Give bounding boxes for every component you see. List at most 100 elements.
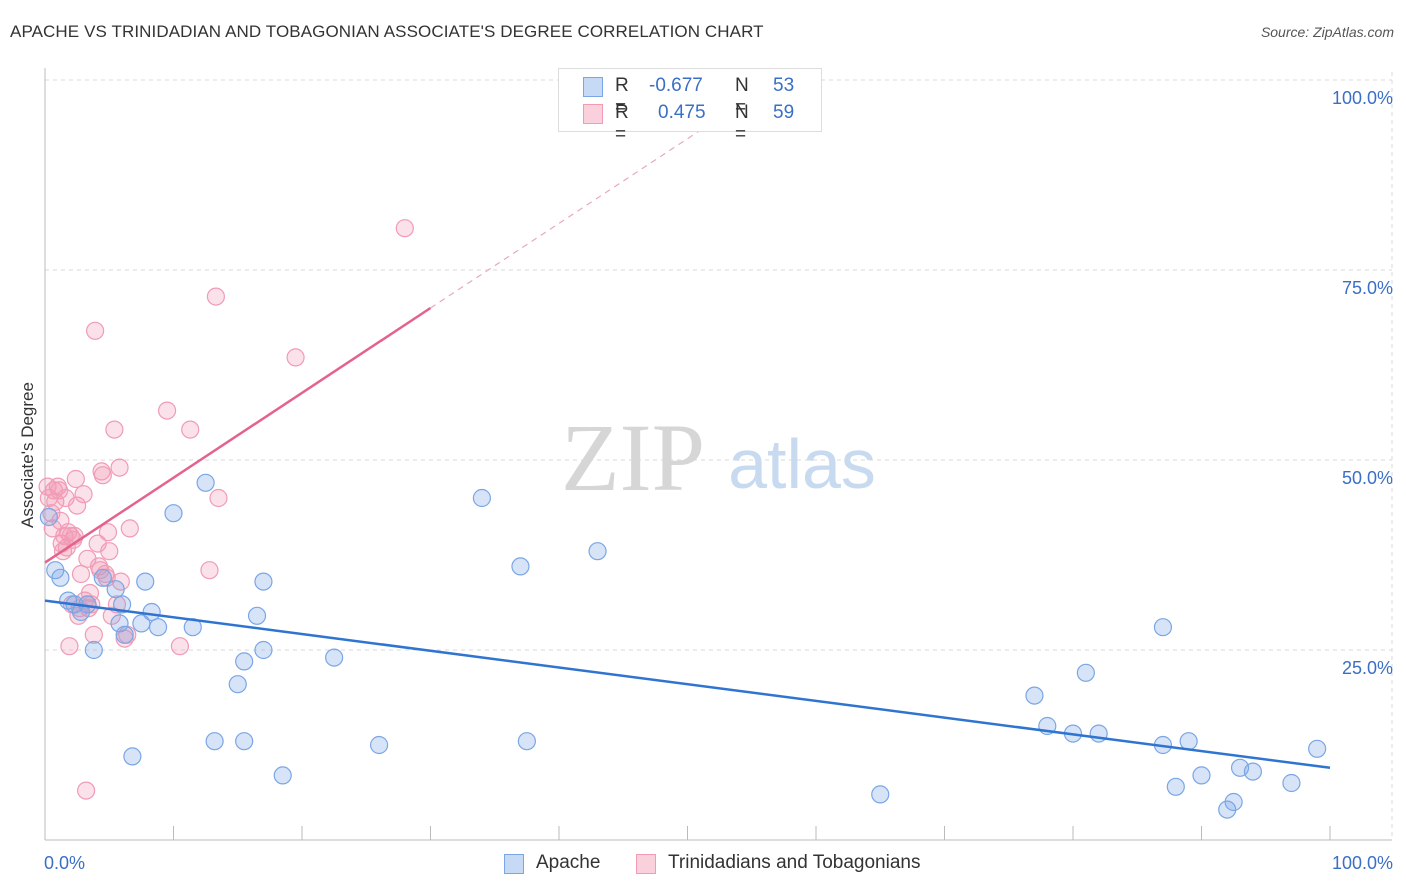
trinidadians-point [206,287,226,306]
trinidadians-point [46,492,65,511]
legend-n-value: 59 [773,102,795,123]
apache-point [254,640,273,660]
apache-point [273,766,292,785]
trinidadians-trend-line [44,306,432,564]
correlation-legend: R = -0.677 N = 53 R = 0.475 N = 59 [558,68,822,145]
watermark-atlas: atlas [728,425,876,503]
apache-point [1218,800,1237,819]
trinidadians-point [60,637,79,656]
y-tick-label: 50.0% [1342,468,1393,488]
apache-point [136,572,155,591]
apache-point [235,732,254,751]
apache-point [517,732,536,751]
trinidadians-point [43,519,62,538]
trinidadians-point [102,606,121,625]
trinidadians-point [66,469,85,489]
legend-r-value: -0.677 [649,75,703,96]
trinidadians-point [395,219,414,238]
apache-point [1166,777,1185,796]
trinidadians-point [286,348,305,367]
y-tick-label: 100.0% [1332,88,1393,108]
apache-point [1179,732,1198,751]
grid-lines [45,72,1393,840]
apache-point [205,732,224,751]
apache-point [106,580,125,599]
y-tick-label: 25.0% [1342,658,1393,678]
chart-source: Source: ZipAtlas.com [1260,24,1394,40]
apache-point [235,652,254,671]
trinidadians-point [105,420,124,439]
trinidadians-point [100,542,119,561]
apache-point [84,640,103,660]
apache-point [71,602,91,622]
watermark-zip: ZIP [561,404,705,511]
apache-point [110,614,129,633]
apache-point [1224,792,1243,812]
apache-point [871,785,890,804]
series-apache-points [39,473,1327,819]
legend-swatch-apache [583,77,603,97]
apache-point [1153,618,1173,637]
trinidadians-point [71,564,91,584]
apache-trend-line [44,599,1331,770]
trinidadians-point [110,458,129,477]
bottom-legend-swatch-trinidadians [636,854,656,874]
bottom-legend-swatch-apache [504,854,524,874]
trinidadians-point [209,488,228,508]
trinidadians-point [89,557,109,576]
chart-title: APACHE VS TRINIDADIAN AND TOBAGONIAN ASS… [10,22,764,41]
apache-point [93,568,112,587]
apache-point [228,675,247,694]
apache-point [1282,773,1301,793]
bottom-legend-label-apache: Apache [536,852,601,873]
apache-point [1243,762,1263,781]
apache-point [1308,739,1327,758]
bottom-legend-label-trinidadians: Trinidadians and Tobagonians [668,852,921,873]
trinidadians-point [93,466,112,485]
apache-point [588,542,607,561]
apache-point [325,648,344,667]
y-axis-label: Associate's Degree [18,382,37,528]
trinidadians-point [74,485,93,504]
legend-n-value: 53 [773,75,795,96]
series-trinidadians-points [38,219,414,800]
apache-point [112,595,132,614]
trinidadians-trend-extension [430,121,714,309]
apache-point [511,557,530,576]
trinidadians-point [170,637,190,656]
trend-lines [44,121,1331,770]
apache-point [123,747,142,766]
x-tick-label: 100.0% [1332,853,1393,873]
y-tick-label: 75.0% [1342,278,1393,298]
legend-r-value: 0.475 [658,102,706,123]
trinidadians-point [120,519,139,538]
apache-point [1025,686,1044,705]
trinidadians-point [86,321,105,340]
apache-point [370,735,389,755]
trinidadians-point [181,420,200,439]
apache-point [254,572,273,591]
apache-point [148,618,168,637]
legend-n-label: N = [735,75,749,118]
legend-r-label: R = [615,102,629,145]
x-tick-label: 0.0% [44,853,85,873]
trinidadians-point [157,401,177,420]
apache-point [196,473,215,492]
trinidadians-point [77,781,96,800]
apache-point [142,602,161,622]
legend-n-label: N = [735,102,749,145]
legend-swatch-trinidadians [583,104,603,124]
trinidadians-point [84,625,103,644]
apache-point [51,568,70,587]
trinidadians-point [50,481,69,500]
apache-point [472,488,491,508]
trinidadians-point [98,523,118,542]
trinidadians-point [200,561,219,580]
apache-point [1192,766,1211,785]
apache-point [39,507,58,527]
apache-point [115,625,134,644]
apache-point [1076,663,1095,682]
legend-r-label: R = [615,75,629,118]
apache-point [164,504,183,523]
